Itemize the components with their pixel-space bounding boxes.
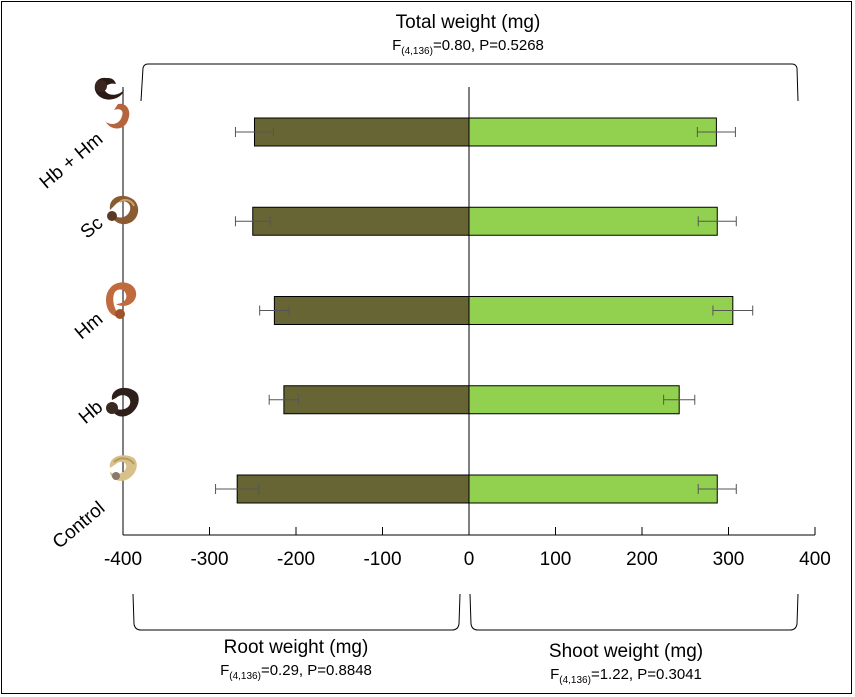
x-tick-label: -100	[363, 549, 401, 570]
x-ticks: -400 -300 -200 -100 0 100 200 300 400	[104, 527, 831, 570]
right-title: Shoot weight (mg)	[549, 641, 703, 662]
root-bar	[236, 474, 470, 504]
category-label: Hm	[71, 309, 107, 344]
right-brace	[469, 593, 799, 631]
hb-hm-grub-icon	[94, 77, 130, 129]
top-brace	[140, 63, 799, 102]
x-tick-label: -200	[277, 549, 315, 570]
shoot-bar	[468, 206, 718, 236]
control-grub-icon	[109, 455, 137, 481]
shoot-bar	[468, 296, 734, 325]
shoot-bar	[468, 474, 718, 504]
error-bar	[712, 305, 754, 316]
category-label: Control	[49, 498, 109, 553]
right-stat: F(4,136)=1.22, P=0.3041	[550, 666, 702, 686]
sc-grub-icon	[107, 195, 139, 225]
error-bar	[697, 484, 737, 494]
left-stat: F(4,136)=0.29, P=0.8848	[220, 662, 372, 682]
error-bar	[696, 127, 736, 137]
bars	[215, 117, 754, 504]
shoot-bar	[468, 117, 717, 147]
left-brace	[132, 593, 461, 631]
top-stat: F(4,136)=0.80, P=0.5268	[392, 37, 544, 57]
x-tick-label: -400	[104, 549, 142, 570]
error-bar	[234, 127, 275, 137]
x-tick-label: 0	[464, 549, 475, 570]
left-title: Root weight (mg)	[224, 637, 369, 658]
category-labels: Control Hb Hm Sc Hb + Hm	[36, 129, 109, 553]
hb-grub-icon	[106, 387, 139, 417]
root-bar	[273, 296, 470, 325]
hm-grub-icon	[106, 282, 137, 319]
x-tick-label: 300	[713, 549, 745, 570]
root-bar	[252, 206, 470, 236]
error-bar	[215, 484, 260, 494]
error-bar	[697, 216, 737, 227]
x-tick-label: 200	[626, 549, 658, 570]
error-bar	[663, 394, 696, 405]
category-label: Sc	[77, 213, 107, 243]
x-tick-label: 400	[799, 549, 831, 570]
root-bar	[283, 385, 470, 415]
shoot-bar	[468, 385, 680, 415]
category-label: Hb + Hm	[36, 129, 107, 194]
root-bar	[253, 117, 470, 147]
top-title: Total weight (mg)	[396, 12, 541, 33]
x-tick-label: 100	[540, 549, 572, 570]
error-bar	[259, 305, 290, 316]
error-bar	[234, 216, 271, 227]
x-tick-label: -300	[190, 549, 228, 570]
error-bar	[268, 394, 300, 405]
category-label: Hb	[75, 397, 107, 429]
